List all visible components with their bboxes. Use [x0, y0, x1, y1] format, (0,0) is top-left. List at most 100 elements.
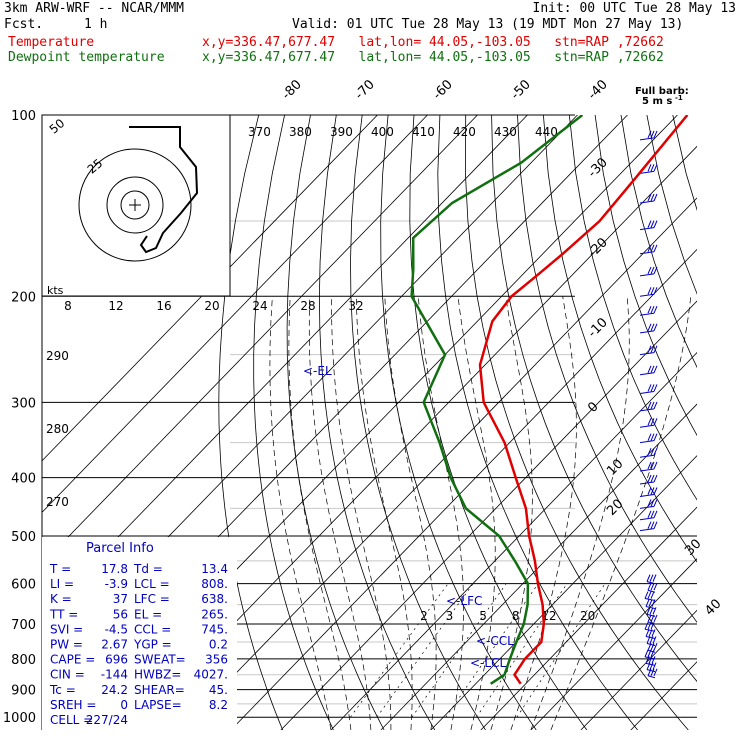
wind-barb-flag	[650, 622, 655, 630]
wind-barb-flag	[653, 668, 658, 676]
isotherm-label: 10	[604, 457, 626, 479]
wind-barb-flag	[647, 220, 652, 228]
wind-barb-flag	[653, 510, 658, 518]
isotherm-label: -50	[508, 77, 534, 103]
parcel-field-label: LI =	[50, 577, 74, 591]
isotherm-label: 40	[702, 597, 724, 619]
pressure-tick-label: 800	[11, 653, 36, 668]
wind-barb-staff	[644, 656, 656, 660]
dry-adiabat	[318, 115, 436, 730]
wind-barb-staff	[639, 251, 655, 255]
wind-barb-flag	[653, 266, 658, 275]
wind-barb-flag	[653, 345, 658, 353]
isotherm-line	[230, 248, 697, 730]
wind-barb-flag	[652, 607, 657, 615]
wind-barb-flag	[650, 418, 655, 426]
wind-barb-flag	[653, 401, 658, 410]
hodograph-ring	[78, 148, 192, 262]
wind-barb-flag	[653, 583, 658, 591]
wind-barb-flag	[647, 323, 652, 332]
wind-barb-staff	[645, 606, 656, 610]
wind-barb-flag	[647, 306, 652, 314]
wind-barb-flag	[650, 401, 655, 410]
wind-barb-flag	[650, 510, 655, 518]
moist-adiabat	[355, 296, 413, 730]
wind-barb-flag	[648, 599, 653, 607]
parcel-field-label: CCL =	[134, 622, 171, 636]
wind-barb	[639, 384, 658, 394]
dewpoint-station-info: x,y=336.47,677.47 lat,lon= 44.05,-103.05…	[202, 50, 664, 65]
wind-barb-flag	[647, 365, 652, 373]
parcel-field-value: 13.4	[201, 562, 228, 576]
parcel-field-value: 0.2	[209, 638, 228, 652]
wind-barb-flag	[647, 244, 652, 252]
wind-barb-flag	[647, 649, 652, 658]
wind-barb-flag	[644, 591, 649, 599]
wind-barb-flag	[653, 287, 658, 295]
theta-label: 420	[453, 125, 476, 139]
wind-barb-staff	[639, 273, 655, 277]
pressure-tick-label: 500	[11, 530, 36, 545]
wind-barb-flag	[653, 384, 658, 392]
wind-barb	[644, 622, 656, 632]
wind-barb-staff	[639, 440, 655, 444]
dry-adiabat	[543, 115, 697, 563]
isotherm-line	[580, 609, 697, 730]
wind-barb-flag	[650, 668, 655, 676]
wind-barb-flag	[647, 266, 652, 275]
isotherm-line	[530, 558, 697, 730]
hodograph-frame	[41, 114, 231, 297]
isotherm-line	[380, 403, 697, 730]
isotherm-line	[42, 115, 378, 462]
wind-barb-flag	[647, 622, 652, 630]
wind-barb-staff	[639, 408, 655, 412]
wind-barb-flag	[650, 649, 655, 658]
ccl-marker: <-CCL	[476, 634, 514, 648]
dry-adiabat	[380, 115, 537, 730]
wind-barb-flag	[653, 365, 658, 373]
wind-barb-flag	[647, 130, 652, 139]
wind-barb-flag	[653, 306, 658, 314]
wind-barb-flag	[646, 607, 651, 615]
parcel-field-label: SWEAT=	[134, 653, 186, 667]
wind-barb-flag	[653, 220, 658, 228]
wind-barb-flag	[653, 499, 658, 507]
isotherm-label: -30	[585, 155, 611, 181]
parcel-field-label: CIN =	[50, 668, 85, 682]
wind-barb-flag	[650, 447, 655, 456]
moist-adiabat	[550, 296, 692, 730]
wind-barb	[639, 474, 658, 485]
wind-barb-flag	[650, 521, 655, 529]
wind-barb	[647, 583, 658, 593]
wind-barb-staff	[647, 675, 656, 679]
wind-barb-flag	[653, 164, 658, 172]
moist-adiabat	[384, 296, 437, 730]
isotherm-line	[630, 661, 697, 730]
hodograph-ring	[120, 190, 150, 220]
wind-barb-flag	[650, 499, 655, 507]
mixing-ratio-top-label: 28	[300, 299, 315, 313]
wind-barb-flag	[644, 649, 649, 658]
wind-barb-flag	[647, 499, 652, 507]
parcel-field-value: 0	[120, 698, 128, 712]
wind-barb-flag	[650, 287, 655, 295]
isotherm-line	[42, 115, 428, 513]
wind-barb-staff	[639, 137, 655, 141]
theta-label: 400	[371, 125, 394, 139]
isotherm-label: -70	[352, 77, 378, 103]
hodograph-units: kts	[47, 284, 64, 297]
parcel-field-label: LCL =	[134, 577, 170, 591]
dry-adiabat	[672, 115, 697, 212]
wind-barb-flag	[653, 521, 658, 529]
isotherm-line	[280, 300, 697, 730]
theta-label: 440	[535, 125, 558, 139]
parcel-field-value: 45.	[209, 683, 228, 697]
theta-e-label: 270	[46, 495, 69, 509]
wind-barb-flag	[653, 461, 658, 470]
parcel-field-value: 696	[105, 653, 128, 667]
isotherm-line	[180, 197, 697, 730]
pressure-tick-label: 200	[11, 290, 36, 305]
wind-barb-flag	[650, 193, 655, 202]
mixing-ratio-line	[516, 583, 606, 718]
isotherm-label: -40	[585, 77, 611, 103]
